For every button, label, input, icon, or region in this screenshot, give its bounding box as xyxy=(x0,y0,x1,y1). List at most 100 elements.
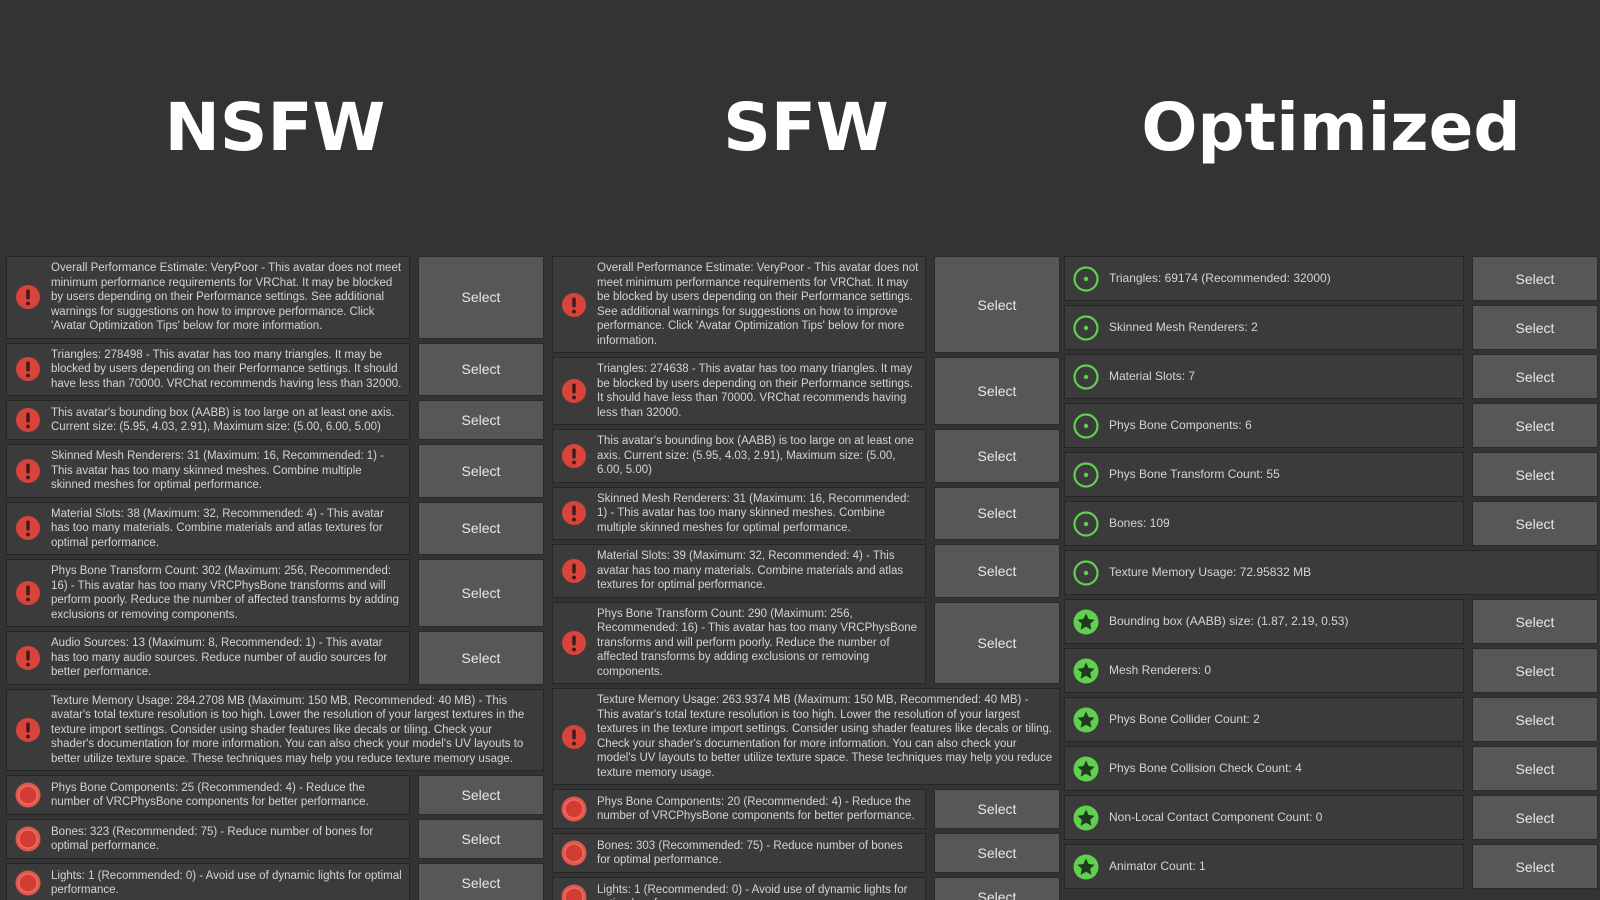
nsfw-column: NSFW Overall Performance Estimate: VeryP… xyxy=(6,0,544,900)
message-box: Overall Performance Estimate: VeryPoor -… xyxy=(6,256,410,339)
warning-list: Overall Performance Estimate: VeryPoor -… xyxy=(552,256,1060,900)
error-icon xyxy=(16,645,40,670)
select-button[interactable]: Select xyxy=(418,863,544,900)
select-button[interactable]: Select xyxy=(934,429,1060,483)
message-box: Bones: 323 (Recommended: 75) - Reduce nu… xyxy=(6,819,410,859)
select-button[interactable]: Select xyxy=(934,486,1060,540)
warning-icon xyxy=(561,884,587,900)
warning-icon xyxy=(15,782,41,808)
message-box: Skinned Mesh Renderers: 31 (Maximum: 16,… xyxy=(6,444,410,498)
list-row: Phys Bone Collider Count: 2 Select xyxy=(1064,697,1598,742)
message-box: Texture Memory Usage: 263.9374 MB (Maxim… xyxy=(552,688,1060,785)
list-row: Skinned Mesh Renderers: 2 Select xyxy=(1064,305,1598,350)
message-box: Phys Bone Collision Check Count: 4 xyxy=(1064,746,1464,791)
list-row: Phys Bone Collision Check Count: 4 Select xyxy=(1064,746,1598,791)
select-button[interactable]: Select xyxy=(934,357,1060,425)
list-row: Phys Bone Components: 6 Select xyxy=(1064,403,1598,448)
select-button[interactable]: Select xyxy=(1472,746,1598,791)
select-button[interactable]: Select xyxy=(1472,844,1598,889)
error-icon xyxy=(16,581,40,605)
select-button[interactable]: Select xyxy=(1472,354,1598,399)
message-box: Material Slots: 7 xyxy=(1064,354,1464,399)
excellent-icon xyxy=(1073,707,1099,732)
message-box: Phys Bone Components: 6 xyxy=(1064,403,1464,448)
message-text: Bones: 323 (Recommended: 75) - Reduce nu… xyxy=(51,825,374,853)
list-row: Skinned Mesh Renderers: 31 (Maximum: 16,… xyxy=(552,486,1060,540)
message-box: Lights: 1 (Recommended: 0) - Avoid use o… xyxy=(552,877,926,900)
select-button[interactable]: Select xyxy=(934,789,1060,829)
message-box: Non-Local Contact Component Count: 0 xyxy=(1064,795,1464,840)
select-button[interactable]: Select xyxy=(1472,501,1598,546)
message-text: Phys Bone Collision Check Count: 4 xyxy=(1109,761,1302,776)
select-button[interactable]: Select xyxy=(934,833,1060,873)
message-text: Texture Memory Usage: 263.9374 MB (Maxim… xyxy=(597,694,1053,779)
error-icon xyxy=(562,558,586,583)
good-icon xyxy=(1073,559,1099,586)
message-text: Texture Memory Usage: 284.2708 MB (Maxim… xyxy=(51,694,525,765)
error-icon xyxy=(16,516,40,541)
error-icon xyxy=(562,501,586,526)
message-text: Phys Bone Components: 20 (Recommended: 4… xyxy=(597,795,915,823)
message-text: Overall Performance Estimate: VeryPoor -… xyxy=(51,262,402,332)
list-row: Material Slots: 39 (Maximum: 32, Recomme… xyxy=(552,544,1060,598)
select-button[interactable]: Select xyxy=(1472,256,1598,301)
list-row: Triangles: 274638 - This avatar has too … xyxy=(552,357,1060,425)
error-icon xyxy=(562,724,586,749)
message-text: Material Slots: 39 (Maximum: 32, Recomme… xyxy=(597,550,904,591)
select-button[interactable]: Select xyxy=(1472,795,1598,840)
message-text: Material Slots: 38 (Maximum: 32, Recomme… xyxy=(51,507,384,549)
select-button[interactable]: Select xyxy=(418,342,544,396)
select-button[interactable]: Select xyxy=(418,819,544,859)
select-button[interactable]: Select xyxy=(934,877,1060,900)
select-button[interactable]: Select xyxy=(1472,403,1598,448)
message-text: Bones: 109 xyxy=(1109,516,1170,531)
select-button[interactable]: Select xyxy=(418,444,544,498)
column-title: SFW xyxy=(723,89,889,166)
list-row: Overall Performance Estimate: VeryPoor -… xyxy=(6,256,544,339)
select-button[interactable]: Select xyxy=(418,775,544,815)
select-button[interactable]: Select xyxy=(1472,305,1598,350)
list-row: Texture Memory Usage: 263.9374 MB (Maxim… xyxy=(552,688,1060,785)
list-row: Triangles: 69174 (Recommended: 32000) Sel… xyxy=(1064,256,1598,301)
message-box: Material Slots: 38 (Maximum: 32, Recomme… xyxy=(6,501,410,555)
error-icon xyxy=(16,357,40,382)
message-text: Skinned Mesh Renderers: 31 (Maximum: 16,… xyxy=(51,450,385,491)
message-text: Triangles: 274638 - This avatar has too … xyxy=(597,363,913,419)
list-row: This avatar's bounding box (AABB) is too… xyxy=(552,429,1060,483)
message-box: Phys Bone Transform Count: 302 (Maximum:… xyxy=(6,559,410,627)
list-row: Bones: 303 (Recommended: 75) - Reduce nu… xyxy=(552,833,1060,873)
select-button[interactable]: Select xyxy=(934,601,1060,684)
select-button[interactable]: Select xyxy=(418,501,544,555)
message-text: Triangles: 278498 - This avatar has too … xyxy=(51,348,402,390)
message-text: Phys Bone Components: 25 (Recommended: 4… xyxy=(51,781,369,809)
select-button[interactable]: Select xyxy=(934,544,1060,598)
select-button[interactable]: Select xyxy=(418,256,544,339)
list-row: Phys Bone Components: 20 (Recommended: 4… xyxy=(552,789,1060,829)
select-button[interactable]: Select xyxy=(1472,599,1598,644)
select-button[interactable]: Select xyxy=(418,400,544,440)
message-text: Phys Bone Transform Count: 302 (Maximum:… xyxy=(51,565,399,621)
excellent-icon xyxy=(1073,854,1099,879)
list-row: Animator Count: 1 Select xyxy=(1064,844,1598,889)
message-text: Skinned Mesh Renderers: 31 (Maximum: 16,… xyxy=(597,492,910,534)
message-box: Lights: 1 (Recommended: 0) - Avoid use o… xyxy=(6,863,410,900)
excellent-icon xyxy=(1073,805,1099,830)
list-row: Lights: 1 (Recommended: 0) - Avoid use o… xyxy=(6,863,544,900)
message-box: Texture Memory Usage: 284.2708 MB (Maxim… xyxy=(6,688,544,771)
select-button[interactable]: Select xyxy=(1472,452,1598,497)
message-box: Bones: 303 (Recommended: 75) - Reduce nu… xyxy=(552,833,926,873)
select-button[interactable]: Select xyxy=(1472,697,1598,742)
message-box: Phys Bone Components: 25 (Recommended: 4… xyxy=(6,775,410,815)
message-text: Texture Memory Usage: 72.95832 MB xyxy=(1109,565,1312,580)
error-icon xyxy=(562,630,586,655)
select-button[interactable]: Select xyxy=(1472,648,1598,693)
select-button[interactable]: Select xyxy=(418,559,544,627)
select-button[interactable]: Select xyxy=(418,631,544,685)
error-icon xyxy=(16,285,40,310)
message-text: Mesh Renderers: 0 xyxy=(1109,663,1212,678)
stat-list: Triangles: 69174 (Recommended: 32000) Sel… xyxy=(1064,256,1598,893)
error-icon xyxy=(16,458,40,483)
select-button[interactable]: Select xyxy=(934,256,1060,353)
message-text: Phys Bone Transform Count: 55 xyxy=(1109,467,1280,482)
